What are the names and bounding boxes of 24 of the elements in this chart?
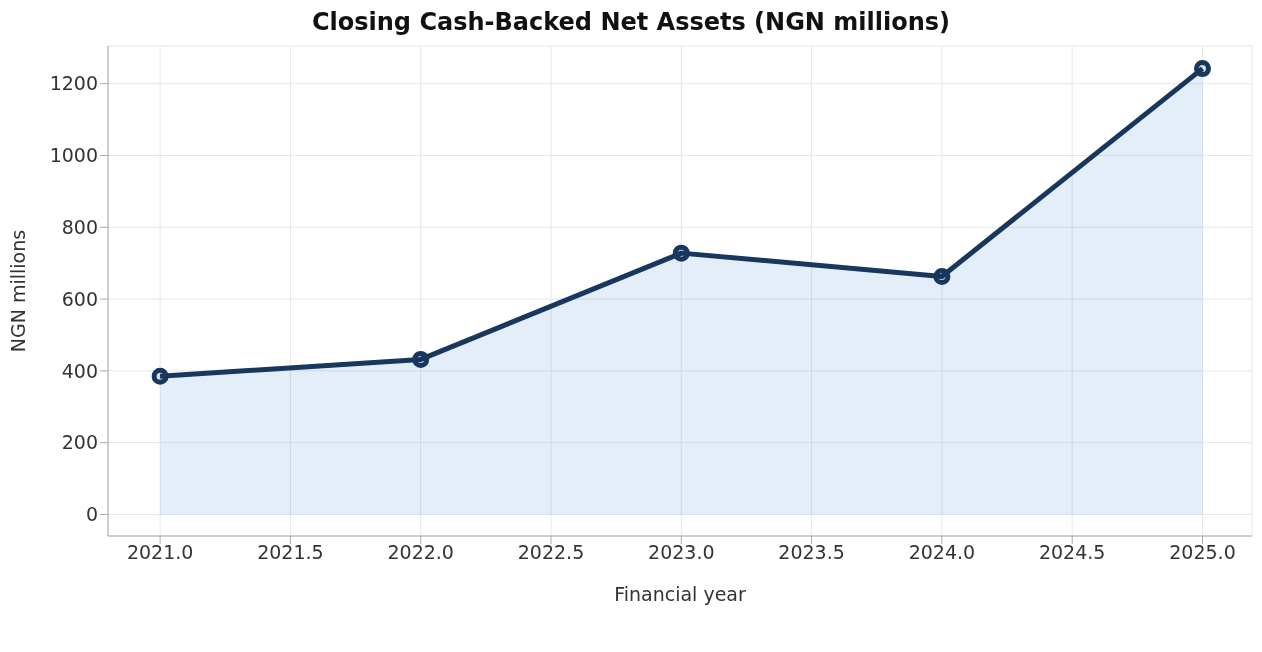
y-tick-label: 1000	[49, 144, 98, 167]
y-tick-label: 1200	[49, 72, 98, 95]
point	[1193, 60, 1211, 78]
y-tick-label: 0	[85, 503, 98, 526]
x-tick-label: 2022.5	[517, 541, 585, 564]
x-tick-label: 2025.0	[1169, 541, 1236, 564]
y-tick-label: 600	[61, 287, 98, 310]
x-axis-title: Financial year	[614, 583, 746, 605]
y-axis-title: NGN millions	[6, 229, 29, 353]
chart-title: Closing Cash-Backed Net Assets (NGN millions)	[310, 8, 952, 36]
y-tick-label: 200	[61, 431, 98, 454]
x-tick-label: 2023.0	[648, 541, 715, 564]
x-tick-label: 2024.5	[1038, 541, 1106, 564]
point	[672, 244, 690, 262]
x-tick-label: 2023.5	[778, 541, 845, 564]
point	[933, 267, 951, 285]
point	[151, 367, 169, 385]
y-tick-label: 800	[61, 216, 98, 239]
point	[412, 350, 430, 368]
x-tick-label: 2021.5	[257, 541, 324, 564]
y-tick-label: 400	[61, 359, 98, 382]
x-tick-label: 2021.0	[126, 541, 194, 564]
x-tick-label: 2024.0	[908, 541, 976, 564]
x-tick-label: 2022.0	[387, 541, 454, 564]
